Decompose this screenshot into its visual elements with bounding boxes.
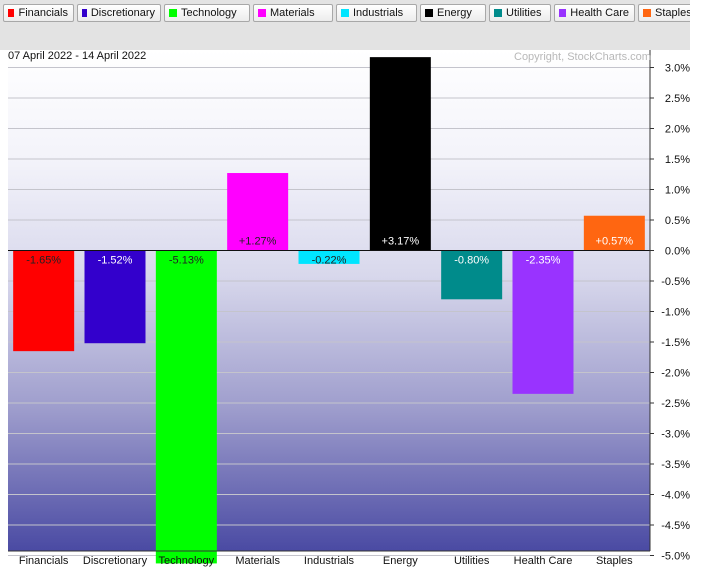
data-label: -1.52% [98, 255, 133, 267]
data-label: +1.27% [239, 236, 277, 248]
y-tick-label: 0.5% [665, 215, 690, 227]
data-label: -1.65% [26, 255, 61, 267]
x-tick-label: Technology [159, 555, 215, 567]
legend-swatch [643, 9, 651, 17]
legend-label: Technology [181, 7, 237, 19]
legend-swatch [169, 9, 177, 17]
y-tick-label: 3.0% [665, 63, 690, 75]
bar-utilities [441, 250, 503, 300]
y-tick-label: -4.5% [661, 520, 690, 532]
legend-label: Health Care [570, 7, 629, 19]
bar-industrials [298, 250, 360, 264]
y-tick-label: -1.0% [661, 307, 690, 319]
legend-swatch [8, 9, 15, 17]
legend-label: Utilities [506, 7, 542, 19]
bar-materials [227, 173, 289, 251]
bar-technology [155, 250, 217, 564]
data-label: +3.17% [382, 236, 420, 248]
legend-item-discretionary[interactable]: Discretionary [77, 4, 161, 22]
x-tick-label: Financials [19, 555, 69, 567]
data-label: -0.80% [454, 255, 489, 267]
legend-item-technology[interactable]: Technology [164, 4, 250, 22]
data-label: +0.57% [596, 236, 634, 248]
legend-label: Industrials [353, 7, 404, 19]
bar-discretionary [84, 250, 146, 344]
legend-item-financials[interactable]: Financials [3, 4, 74, 22]
x-tick-label: Materials [235, 555, 280, 567]
legend-label: Financials [18, 7, 68, 19]
x-tick-label: Discretionary [83, 555, 148, 567]
y-tick-label: -2.5% [661, 398, 690, 410]
bar-energy [369, 57, 431, 251]
legend-item-energy[interactable]: Energy [420, 4, 486, 22]
data-label: -2.35% [526, 255, 561, 267]
bar-financials [13, 250, 75, 352]
legend-label: Materials [270, 7, 315, 19]
legend-label: Energy [437, 7, 472, 19]
bar-health-care [512, 250, 574, 394]
y-tick-label: -5.0% [661, 551, 690, 563]
legend-swatch [82, 9, 87, 17]
legend-item-materials[interactable]: Materials [253, 4, 333, 22]
y-tick-label: 1.0% [665, 185, 690, 197]
legend-label: Discretionary [90, 7, 155, 19]
legend-swatch [258, 9, 266, 17]
y-tick-label: 2.5% [665, 93, 690, 105]
legend-item-health-care[interactable]: Health Care [554, 4, 635, 22]
y-tick-label: 1.5% [665, 154, 690, 166]
legend-label: Staples [655, 7, 692, 19]
y-tick-label: -4.0% [661, 490, 690, 502]
legend-swatch [425, 9, 433, 17]
data-label: -0.22% [312, 255, 347, 267]
x-tick-label: Health Care [514, 555, 573, 567]
legend-item-staples[interactable]: Staples [638, 4, 702, 22]
x-tick-label: Industrials [304, 555, 355, 567]
date-range: 07 April 2022 - 14 April 2022 [8, 50, 147, 62]
data-label: -5.13% [169, 255, 204, 267]
x-tick-label: Energy [383, 555, 418, 567]
legend-swatch [559, 9, 567, 17]
y-tick-label: -3.0% [661, 429, 690, 441]
y-tick-label: -1.5% [661, 337, 690, 349]
x-tick-label: Utilities [454, 555, 490, 567]
legend: Financials Discretionary Technology Materia… [3, 4, 702, 24]
margin [690, 0, 710, 50]
y-tick-label: 0.0% [665, 246, 690, 258]
copyright-notice: Copyright, StockCharts.com [514, 51, 651, 63]
y-tick-label: -3.5% [661, 459, 690, 471]
legend-bar: Financials Discretionary Technology Materia… [0, 0, 702, 50]
legend-swatch [494, 9, 502, 17]
y-tick-label: -0.5% [661, 276, 690, 288]
x-tick-label: Staples [596, 555, 633, 567]
y-tick-label: -2.0% [661, 368, 690, 380]
bar-staples [583, 215, 645, 251]
y-tick-label: 2.0% [665, 124, 690, 136]
legend-item-industrials[interactable]: Industrials [336, 4, 417, 22]
legend-item-utilities[interactable]: Utilities [489, 4, 551, 22]
legend-swatch [341, 9, 349, 17]
